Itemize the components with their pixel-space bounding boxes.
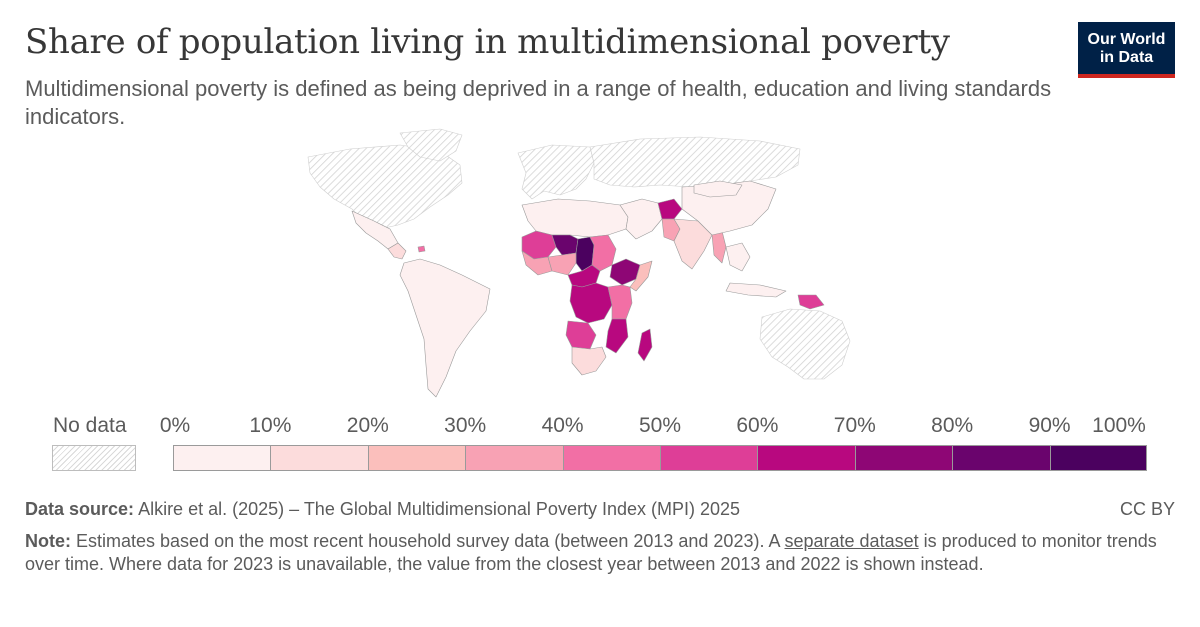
map-region-haiti[interactable] <box>417 245 426 253</box>
map-region-russia[interactable] <box>589 136 801 188</box>
map-region-afghanistan[interactable] <box>657 198 683 220</box>
map-region-dr-congo[interactable] <box>569 282 613 324</box>
map-region-indonesia[interactable] <box>725 282 787 298</box>
map-region-niger[interactable] <box>551 234 579 256</box>
legend-tick-label: 100% <box>1092 414 1146 437</box>
world-map[interactable] <box>290 125 890 410</box>
source-text: Alkire et al. (2025) – The Global Multid… <box>138 499 741 519</box>
legend-bin-60-70[interactable] <box>757 445 856 471</box>
map-region-greenland[interactable] <box>399 128 463 162</box>
legend-bin-40-50[interactable] <box>562 445 661 471</box>
map-region-australia[interactable] <box>759 308 851 380</box>
map-region-papua-new-guinea[interactable] <box>797 294 825 310</box>
source-label: Data source: <box>25 499 135 519</box>
logo-line-2: in Data <box>1099 49 1154 66</box>
map-region-madagascar[interactable] <box>637 328 653 362</box>
map-region-sudan[interactable] <box>589 234 617 272</box>
note-text-before: Estimates based on the most recent house… <box>76 531 780 551</box>
data-source: Data source: Alkire et al. (2025) – The … <box>25 499 740 520</box>
map-region-mozambique[interactable] <box>605 318 629 354</box>
legend-tick-label: 30% <box>444 414 487 437</box>
legend-bin-10-20[interactable] <box>270 445 369 471</box>
map-region-myanmar[interactable] <box>711 230 727 264</box>
color-legend: No data 0% 10% 20% 30% 40% 50% 60% 70% 80% 90% 100… <box>0 408 1200 471</box>
legend-tick-label: 50% <box>638 414 682 437</box>
map-region-angola[interactable] <box>565 320 597 350</box>
note-text-after: is produced to monitor trends over time.… <box>25 531 1157 574</box>
chart-note: Note: Estimates based on the most recent… <box>25 530 1175 576</box>
legend-bin-50-60[interactable] <box>660 445 759 471</box>
map-region-nigeria[interactable] <box>547 252 577 276</box>
legend-bin-90-100[interactable] <box>1049 445 1147 471</box>
legend-bin-80-90[interactable] <box>952 445 1051 471</box>
legend-tick-label: 0% <box>159 414 191 437</box>
separate-dataset-link[interactable]: separate dataset <box>784 531 919 551</box>
legend-tick-label: 90% <box>1028 414 1071 437</box>
license[interactable]: CC BY <box>1119 499 1175 519</box>
map-region-southern-africa[interactable] <box>571 346 607 376</box>
map-region-mongolia[interactable] <box>693 180 743 198</box>
chart-title: Share of population living in multidimen… <box>25 22 950 62</box>
legend-no-data-label: No data <box>53 414 127 437</box>
legend-tick-label: 20% <box>346 414 389 437</box>
logo-line-1: Our World <box>1087 31 1166 48</box>
owid-logo[interactable]: Our World in Data <box>1078 22 1175 78</box>
map-region-central-america[interactable] <box>387 242 407 260</box>
legend-tick-label: 10% <box>249 414 292 437</box>
map-region-europe[interactable] <box>517 144 595 200</box>
legend-bin-0-10[interactable] <box>173 445 272 471</box>
legend-tick-label: 40% <box>541 414 584 437</box>
map-region-east-africa[interactable] <box>607 284 633 320</box>
legend-tick-label: 80% <box>931 414 974 437</box>
legend-bin-30-40[interactable] <box>465 445 564 471</box>
legend-bin-70-80[interactable] <box>854 445 954 471</box>
chart-subtitle: Multidimensional poverty is defined as b… <box>25 76 1052 129</box>
map-region-southeast-asia[interactable] <box>725 242 751 272</box>
legend-tick-label: 60% <box>736 414 779 437</box>
legend-bin-20-30[interactable] <box>367 445 467 471</box>
map-region-middle-east[interactable] <box>619 198 663 240</box>
note-label: Note: <box>25 531 71 551</box>
map-region-somalia[interactable] <box>629 260 653 292</box>
legend-no-data-swatch[interactable] <box>52 445 136 471</box>
map-region-south-america[interactable] <box>399 258 491 398</box>
legend-tick-label: 70% <box>833 414 876 437</box>
